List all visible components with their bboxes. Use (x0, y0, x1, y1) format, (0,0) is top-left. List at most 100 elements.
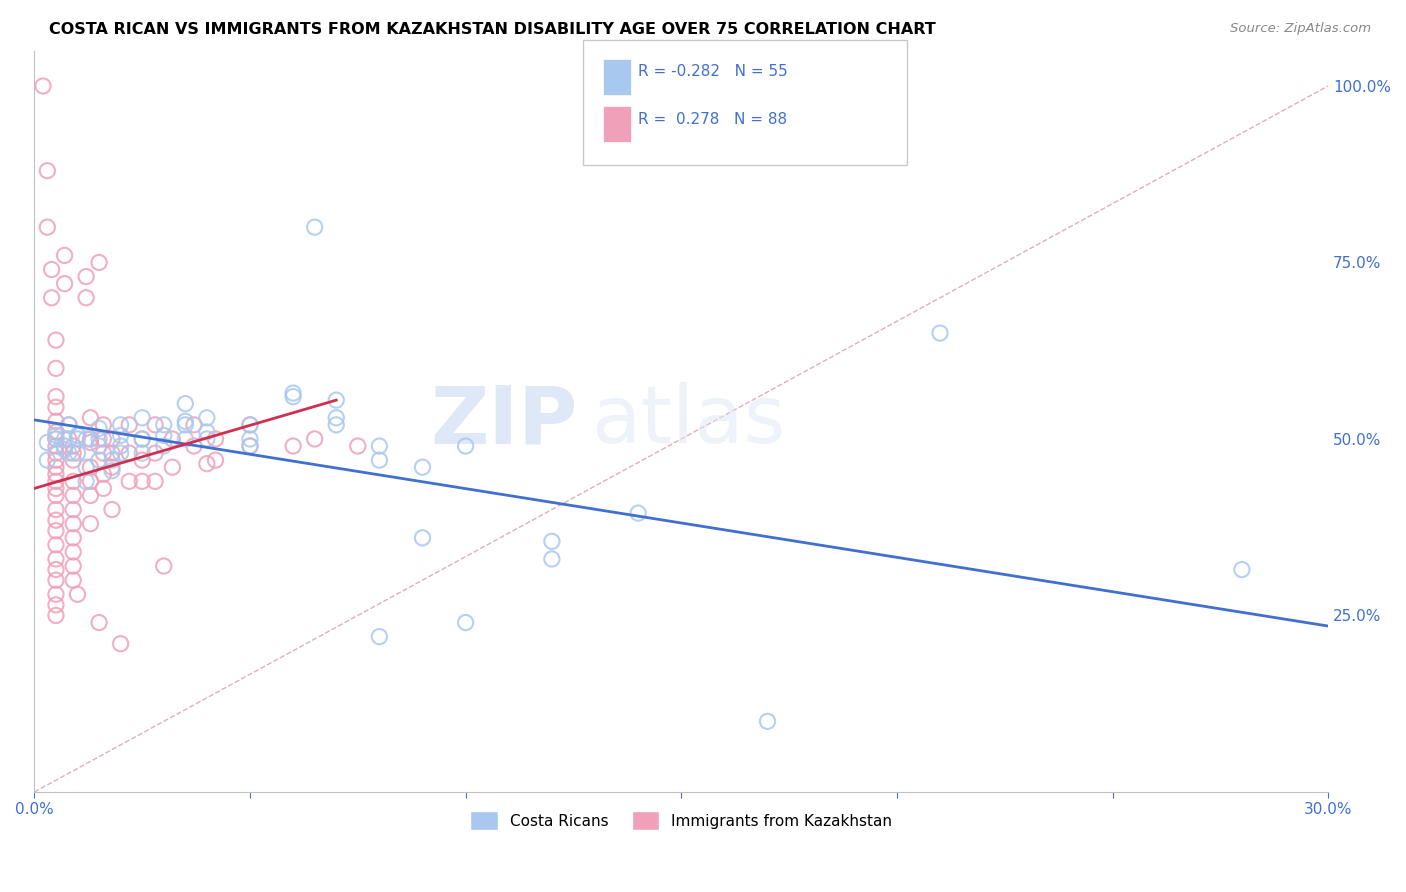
Point (239, 417, 262, 432)
Point (131, 446, 153, 460)
Point (152, 417, 174, 432)
Point (281, 439, 304, 453)
Point (87, 439, 110, 453)
Point (110, 417, 132, 432)
Point (110, 439, 132, 453)
Legend: Costa Ricans, Immigrants from Kazakhstan: Costa Ricans, Immigrants from Kazakhstan (464, 805, 898, 836)
Point (131, 432, 153, 446)
Point (79, 460, 101, 475)
Point (131, 410, 153, 425)
Point (62, 488, 84, 502)
Text: ZIP: ZIP (430, 383, 578, 460)
Point (45, 428, 67, 442)
Point (346, 439, 368, 453)
Point (204, 432, 226, 446)
Point (45, 502, 67, 516)
Point (37, 220, 59, 235)
Point (45, 563, 67, 577)
Point (325, 410, 347, 425)
Point (162, 460, 184, 475)
Text: atlas: atlas (591, 383, 785, 460)
Point (45, 598, 67, 612)
Point (239, 432, 262, 446)
Point (45, 390, 67, 404)
Point (756, 714, 779, 729)
Point (45, 608, 67, 623)
Point (412, 531, 434, 545)
Point (45, 446, 67, 460)
Point (75, 460, 97, 475)
Point (75, 291, 97, 305)
Point (62, 446, 84, 460)
Point (1230, 563, 1253, 577)
Point (281, 386, 304, 401)
Point (304, 220, 326, 235)
Point (325, 393, 347, 408)
Point (62, 453, 84, 467)
Point (87, 255, 110, 269)
Point (174, 417, 197, 432)
Point (53, 439, 76, 453)
Point (79, 475, 101, 489)
Point (93, 417, 115, 432)
Text: R = -0.282   N = 55: R = -0.282 N = 55 (638, 64, 789, 79)
Point (152, 439, 174, 453)
Point (281, 390, 304, 404)
Point (195, 410, 218, 425)
Point (62, 516, 84, 531)
Point (929, 326, 952, 340)
Text: R =  0.278   N = 88: R = 0.278 N = 88 (638, 112, 787, 127)
Point (87, 432, 110, 446)
Point (45, 425, 67, 439)
Point (75, 269, 97, 284)
Point (41, 262, 63, 277)
Point (152, 428, 174, 442)
Point (66, 446, 89, 460)
Point (454, 439, 477, 453)
Point (62, 573, 84, 587)
Point (62, 545, 84, 559)
Point (239, 439, 262, 453)
Point (183, 439, 205, 453)
Point (93, 482, 115, 496)
Point (79, 435, 101, 450)
Point (87, 453, 110, 467)
Point (75, 475, 97, 489)
Point (45, 552, 67, 566)
Point (93, 446, 115, 460)
Point (239, 439, 262, 453)
Point (79, 432, 101, 446)
Point (204, 453, 226, 467)
Point (53, 432, 76, 446)
Point (58, 417, 80, 432)
Point (75, 432, 97, 446)
Point (45, 538, 67, 552)
Point (143, 475, 166, 489)
Point (79, 410, 101, 425)
Point (53, 442, 76, 457)
Point (541, 552, 564, 566)
Point (37, 435, 59, 450)
Point (131, 453, 153, 467)
Point (183, 417, 205, 432)
Point (45, 573, 67, 587)
Point (45, 587, 67, 601)
Point (45, 401, 67, 415)
Point (62, 439, 84, 453)
Point (368, 453, 391, 467)
Point (118, 446, 141, 460)
Point (454, 615, 477, 630)
Point (45, 361, 67, 376)
Point (101, 502, 124, 516)
Point (110, 637, 132, 651)
Point (118, 475, 141, 489)
Point (66, 428, 89, 442)
Point (195, 425, 218, 439)
Point (45, 467, 67, 482)
Point (58, 432, 80, 446)
Point (62, 531, 84, 545)
Point (101, 453, 124, 467)
Point (45, 453, 67, 467)
Point (131, 432, 153, 446)
Point (325, 417, 347, 432)
